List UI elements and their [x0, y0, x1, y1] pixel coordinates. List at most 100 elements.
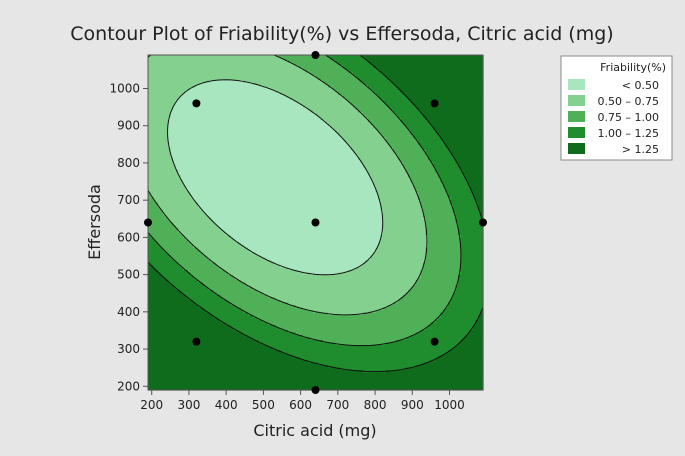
x-tick-label: 200 — [140, 398, 163, 412]
contour-cell — [435, 170, 464, 174]
contour-cell — [400, 297, 452, 301]
contour-cell — [148, 107, 174, 111]
contour-cell — [373, 252, 427, 256]
contour-cell — [173, 105, 304, 109]
contour-cell — [378, 130, 412, 134]
contour-cell — [370, 87, 399, 91]
contour-cell — [380, 70, 484, 74]
contour-cell — [405, 170, 437, 174]
contour-cell — [148, 197, 154, 201]
contour-cell — [233, 237, 382, 241]
y-tick-label: 700 — [117, 193, 140, 207]
legend-swatch — [568, 143, 585, 154]
contour-cell — [360, 80, 392, 84]
contour-cell — [148, 180, 184, 184]
contour-cell — [148, 157, 174, 161]
legend: Friability(%) < 0.50 0.50 – 0.75 0.75 – 1.… — [560, 55, 673, 161]
design-points — [144, 51, 487, 394]
design-point — [479, 218, 487, 227]
contour-cell — [218, 225, 384, 229]
contour-cell — [458, 227, 484, 231]
contour-cell — [148, 362, 319, 366]
contour-cell — [243, 245, 379, 249]
contour-cell — [455, 345, 484, 349]
contour-cell — [268, 322, 432, 326]
contour-cell — [198, 205, 382, 209]
contour-cell — [398, 300, 452, 304]
y-tick-label: 300 — [117, 342, 140, 356]
contour-cell — [400, 160, 432, 164]
contour-cell — [398, 155, 429, 159]
contour-cell — [148, 152, 172, 156]
contour-cell — [460, 262, 484, 266]
contour-cell — [458, 162, 484, 166]
contour-cell — [453, 205, 479, 209]
contour-cell — [285, 352, 447, 356]
contour-cell — [168, 217, 212, 221]
contour-cell — [248, 312, 329, 316]
contour-cell — [460, 245, 484, 249]
contour-cell — [403, 165, 434, 169]
contour-cell — [148, 115, 172, 119]
contour-cell — [148, 140, 169, 144]
legend-entries: < 0.50 0.50 – 0.75 0.75 – 1.00 1.00 – 1.25 >… — [568, 79, 659, 156]
contour-cell — [440, 315, 479, 319]
contour-cell — [288, 302, 394, 306]
contour-cell — [148, 65, 299, 69]
contour-cell — [148, 147, 172, 151]
contour-cell — [350, 145, 392, 149]
contour-cell — [180, 290, 214, 294]
contour-cell — [200, 82, 254, 86]
contour-cell — [450, 197, 477, 201]
contour-cell — [175, 102, 302, 106]
contour-cell — [428, 235, 462, 239]
contour-cell — [148, 117, 169, 121]
contour-cell — [188, 270, 227, 274]
contour-cell — [233, 327, 282, 331]
contour-cell — [148, 342, 264, 346]
contour-cell — [378, 195, 419, 199]
contour-cell — [148, 172, 179, 176]
contour-cell — [413, 182, 444, 186]
contour-cell — [325, 120, 369, 124]
contour-cell — [255, 252, 374, 256]
contour-cell — [315, 112, 364, 116]
contour-cell — [148, 165, 177, 169]
contour-cell — [148, 202, 159, 206]
contour-cell — [383, 210, 424, 214]
contour-cell — [438, 172, 464, 176]
contour-cell — [343, 95, 379, 99]
contour-cell — [460, 247, 484, 251]
contour-cell — [378, 67, 484, 71]
contour-cell — [425, 220, 457, 224]
contour-cell — [228, 272, 312, 276]
contour-cell — [148, 85, 197, 89]
contour-cell — [378, 245, 429, 249]
contour-cell — [148, 212, 164, 216]
contour-cell — [393, 147, 424, 151]
contour-cell — [473, 195, 484, 199]
contour-cell — [295, 305, 389, 309]
contour-cell — [165, 215, 209, 219]
contour-cell — [418, 140, 444, 144]
contour-line — [147, 54, 428, 316]
contour-cell — [375, 310, 444, 314]
contour-cell — [448, 350, 484, 354]
contour-cell — [190, 192, 379, 196]
contour-cell — [148, 200, 157, 204]
contour-cell — [440, 177, 467, 181]
legend-label: < 0.50 — [622, 79, 659, 92]
contour-cell — [445, 187, 472, 191]
contour-cell — [203, 210, 384, 214]
contour-cell — [305, 70, 349, 74]
contour-cell — [215, 262, 277, 266]
contour-cell — [148, 142, 169, 146]
contour-cell — [340, 367, 407, 371]
contour-cell — [148, 82, 202, 86]
contour-cell — [148, 100, 177, 104]
contour-cell — [328, 312, 364, 316]
contour-cell — [148, 75, 317, 79]
contour-cell — [398, 157, 429, 161]
contour-cell — [435, 320, 477, 324]
contour-cell — [373, 125, 407, 129]
